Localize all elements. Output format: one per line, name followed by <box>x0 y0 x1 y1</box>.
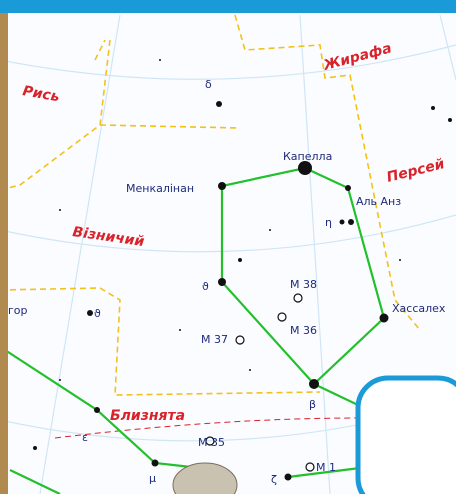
object-label: Аль Анз <box>356 195 401 208</box>
object-label: гор <box>8 304 28 317</box>
bubble <box>355 375 456 494</box>
object-label: ϑ <box>94 307 101 320</box>
object-label: ϑ <box>202 280 209 293</box>
object-label: η <box>325 216 332 229</box>
object-label: M 36 <box>290 324 317 337</box>
constellation-name: Близнята <box>110 408 185 424</box>
object-label: M 38 <box>290 278 317 291</box>
constellation-name: Рись <box>21 83 61 105</box>
object-label: β <box>309 398 316 411</box>
object-label: δ <box>205 78 212 91</box>
object-label: ζ <box>271 473 277 486</box>
character <box>172 462 238 494</box>
coordinate-grid <box>0 14 456 494</box>
top-border <box>0 0 456 13</box>
object-label: M 37 <box>201 333 228 346</box>
object-label: ε <box>82 431 88 444</box>
constellation-boundaries <box>0 14 421 396</box>
object-label: Хассалех <box>392 302 446 315</box>
stars <box>33 59 452 481</box>
object-label: M 1 <box>316 461 336 474</box>
clusters <box>205 293 315 472</box>
object-label: Менкалінан <box>126 182 194 195</box>
object-label: Капелла <box>283 150 332 163</box>
ecliptic <box>54 417 361 439</box>
left-frame <box>0 13 8 494</box>
object-label: M 35 <box>198 436 225 449</box>
object-label: μ <box>149 472 156 485</box>
